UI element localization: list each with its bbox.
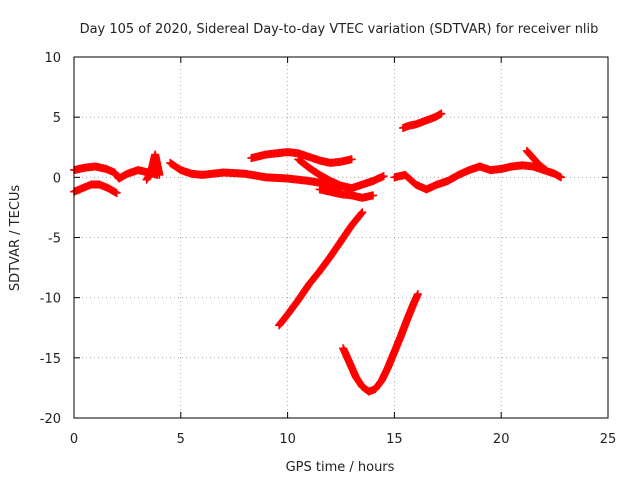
series-arc-2 — [70, 180, 121, 197]
y-tick-label: 5 — [53, 111, 61, 126]
x-tick-label: 25 — [600, 432, 617, 447]
data-point-fill — [533, 158, 542, 167]
x-tick-label: 5 — [177, 432, 185, 447]
chart-title: Day 105 of 2020, Sidereal Day-to-day VTE… — [80, 22, 599, 37]
x-tick-label: 10 — [279, 432, 296, 447]
series-arc-6 — [294, 155, 388, 193]
series-arc-12 — [522, 146, 551, 175]
series-arc-10 — [398, 109, 446, 132]
data-point-fill — [357, 209, 366, 218]
data-point-fill — [540, 165, 549, 174]
y-tick-label: -10 — [40, 292, 61, 307]
data-point-fill — [539, 164, 548, 173]
data-point-fill — [555, 172, 564, 181]
y-tick-label: -15 — [40, 352, 61, 367]
series-arc-7 — [315, 185, 378, 202]
series-arc-4 — [166, 158, 345, 191]
data-point-fill — [356, 211, 365, 220]
y-axis-label: SDTVAR / TECUs — [8, 185, 23, 292]
series-arc-8 — [275, 208, 367, 330]
data-point-fill — [155, 169, 164, 178]
series-arc-3 — [142, 150, 164, 184]
data-point-fill — [356, 210, 365, 219]
axis-ticks: 0 5 10 15 20 25 10 5 0 -5 -10 -15 -20 — [40, 51, 617, 447]
data-point-fill — [346, 155, 355, 164]
data-points — [70, 109, 566, 396]
data-point-fill — [436, 110, 445, 119]
data-point-fill — [111, 188, 120, 197]
x-tick-label: 0 — [70, 432, 78, 447]
series-arc-5 — [247, 148, 356, 167]
y-tick-label: 0 — [53, 171, 61, 186]
series-arc-9 — [339, 290, 422, 396]
x-tick-label: 20 — [493, 432, 510, 447]
x-axis-label: GPS time / hours — [286, 460, 395, 475]
data-point-fill — [413, 291, 422, 300]
y-tick-label: 10 — [44, 51, 61, 66]
x-tick-label: 15 — [386, 432, 403, 447]
data-point-fill — [367, 191, 376, 200]
data-point-fill — [378, 172, 387, 181]
y-tick-label: -5 — [48, 232, 61, 247]
y-tick-label: -20 — [40, 412, 61, 427]
